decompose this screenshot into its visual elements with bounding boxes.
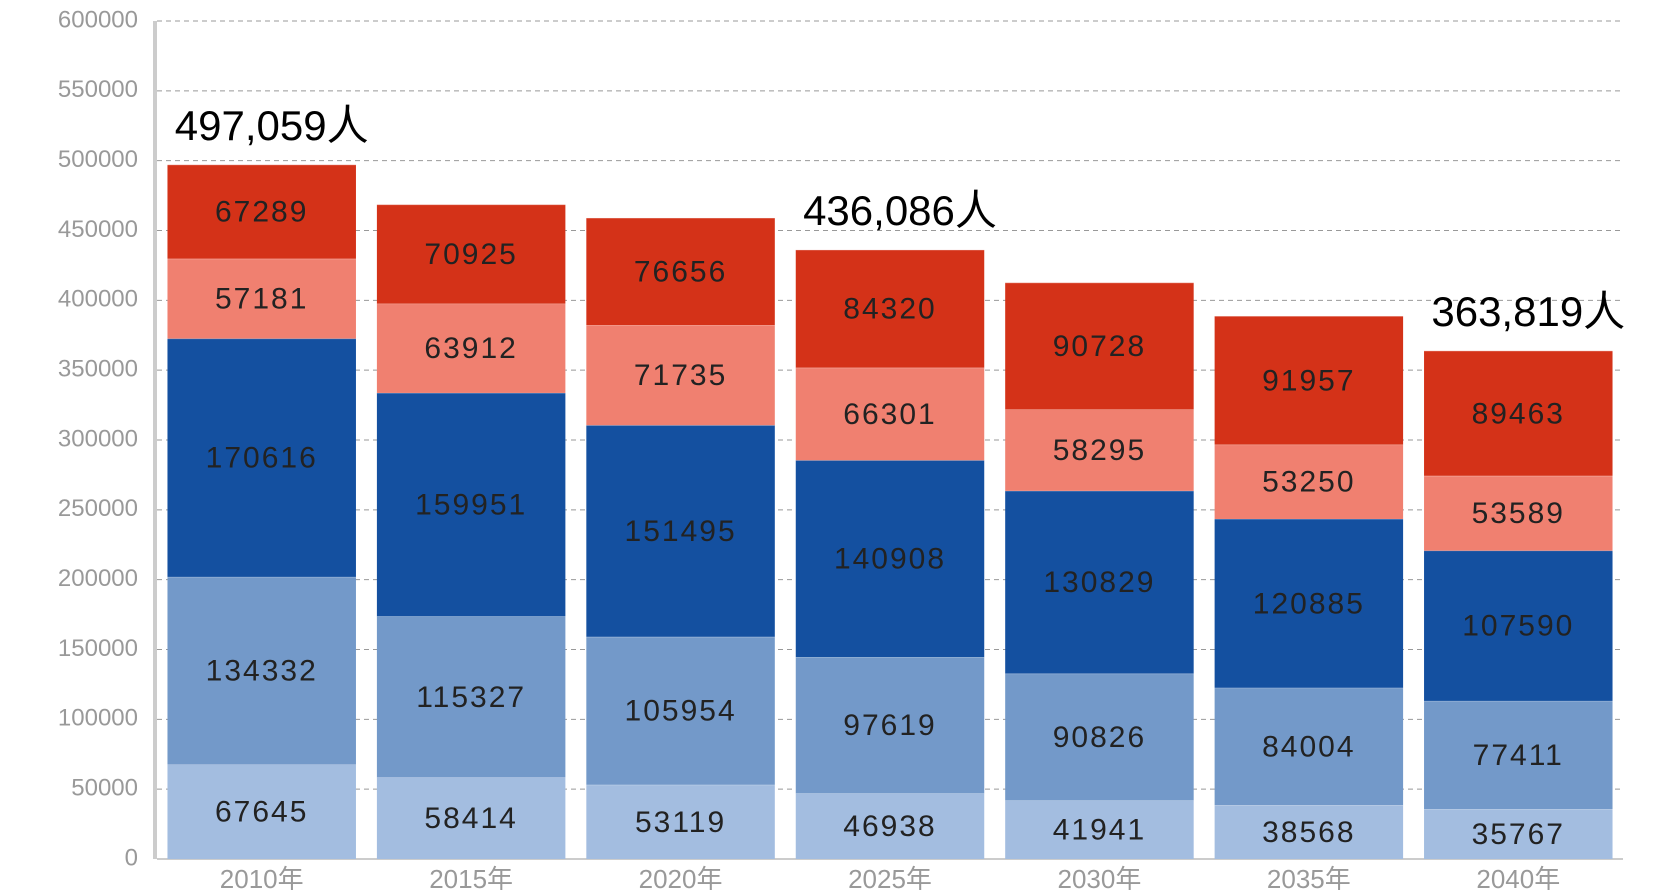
bar-segment	[1424, 475, 1613, 551]
y-tick-label: 350000	[58, 356, 138, 383]
data-label: 140908	[834, 543, 946, 576]
data-label: 89463	[1472, 397, 1565, 430]
bar-segment	[795, 793, 985, 859]
bar-segment	[586, 217, 775, 326]
bar-segment	[167, 764, 356, 859]
bar-segment	[795, 367, 985, 461]
bar-segment	[376, 777, 566, 859]
data-label: 90826	[1053, 721, 1146, 754]
bar-segment	[376, 392, 566, 617]
y-tick-label: 300000	[58, 425, 138, 452]
bar-segment	[586, 425, 775, 637]
data-label: 130829	[1043, 566, 1155, 599]
y-tick-label: 450000	[58, 216, 138, 243]
x-tick-label: 2010年	[220, 864, 304, 890]
data-label: 58295	[1053, 434, 1146, 467]
data-label: 170616	[206, 442, 318, 475]
y-tick-label: 100000	[58, 705, 138, 732]
x-tick-label: 2020年	[639, 864, 723, 890]
bar-segment	[1214, 687, 1404, 806]
y-tick-label: 250000	[58, 495, 138, 522]
bar-segment	[586, 784, 775, 859]
data-label: 107590	[1462, 610, 1574, 643]
bar-segment	[1424, 700, 1613, 810]
y-tick-label: 0	[125, 844, 138, 871]
bar-segment	[795, 460, 985, 658]
bar-segment	[1005, 800, 1194, 859]
data-label: 76656	[634, 255, 727, 288]
bar-segment	[1214, 444, 1404, 519]
data-label: 57181	[215, 283, 308, 316]
bar-segment	[1214, 518, 1404, 688]
bar-segment	[376, 204, 566, 304]
data-label: 115327	[416, 681, 526, 714]
bar-segment	[167, 576, 356, 765]
x-tick-label: 2035年	[1267, 864, 1351, 890]
annotation: 436,086人	[803, 187, 997, 234]
data-label: 159951	[415, 489, 527, 522]
data-label: 90728	[1053, 330, 1146, 363]
y-tick-label: 550000	[58, 76, 138, 103]
bar-segment	[1005, 409, 1194, 491]
bar-segment	[795, 657, 985, 794]
y-tick-label: 150000	[58, 635, 138, 662]
bar-segment	[586, 636, 775, 785]
bar-segment	[1005, 282, 1194, 410]
data-label: 120885	[1253, 587, 1365, 620]
bar-segment	[1424, 550, 1613, 701]
data-label: 134332	[206, 655, 318, 688]
bar-segment	[376, 303, 566, 393]
bar-segment	[1214, 805, 1404, 859]
data-label: 151495	[625, 515, 737, 548]
bar-segment	[1005, 490, 1194, 674]
data-label: 46938	[843, 810, 936, 843]
bar-segment	[1424, 350, 1613, 476]
data-label: 70925	[424, 238, 517, 271]
annotation: 363,819人	[1431, 288, 1625, 335]
data-label: 71735	[634, 359, 727, 392]
bar-segment	[376, 616, 566, 778]
x-tick-label: 2015年	[429, 864, 513, 890]
bar-segment	[1005, 673, 1194, 801]
x-tick-label: 2030年	[1058, 864, 1142, 890]
data-label: 84320	[843, 293, 936, 326]
bar-segment	[1424, 809, 1613, 859]
data-label: 53250	[1262, 466, 1355, 499]
data-label: 91957	[1262, 364, 1355, 397]
bar-segment	[167, 338, 356, 577]
bar-segment	[167, 164, 356, 259]
data-label: 38568	[1262, 816, 1355, 849]
data-label: 97619	[843, 709, 936, 742]
data-label: 77411	[1473, 739, 1564, 772]
y-tick-label: 500000	[58, 146, 138, 173]
bar-segment	[167, 258, 356, 339]
data-label: 67289	[215, 196, 308, 229]
annotation: 497,059人	[175, 102, 369, 149]
y-tick-label: 400000	[58, 286, 138, 313]
x-tick-label: 2025年	[848, 864, 932, 890]
data-label: 84004	[1262, 730, 1355, 763]
y-tick-label: 200000	[58, 565, 138, 592]
x-tick-label: 2040年	[1476, 864, 1560, 890]
bar-segment	[1214, 316, 1404, 445]
data-label: 67645	[215, 796, 308, 829]
y-tick-label: 600000	[58, 6, 138, 33]
data-label: 53119	[635, 806, 726, 839]
data-label: 66301	[843, 398, 936, 431]
data-label: 105954	[625, 695, 737, 728]
data-label: 41941	[1053, 814, 1146, 847]
y-tick-label: 50000	[71, 775, 138, 802]
data-label: 53589	[1472, 497, 1565, 530]
bar-segment	[795, 249, 985, 368]
data-label: 58414	[424, 802, 517, 835]
bar-segment	[586, 325, 775, 426]
data-label: 63912	[424, 332, 517, 365]
data-label: 35767	[1472, 818, 1565, 851]
